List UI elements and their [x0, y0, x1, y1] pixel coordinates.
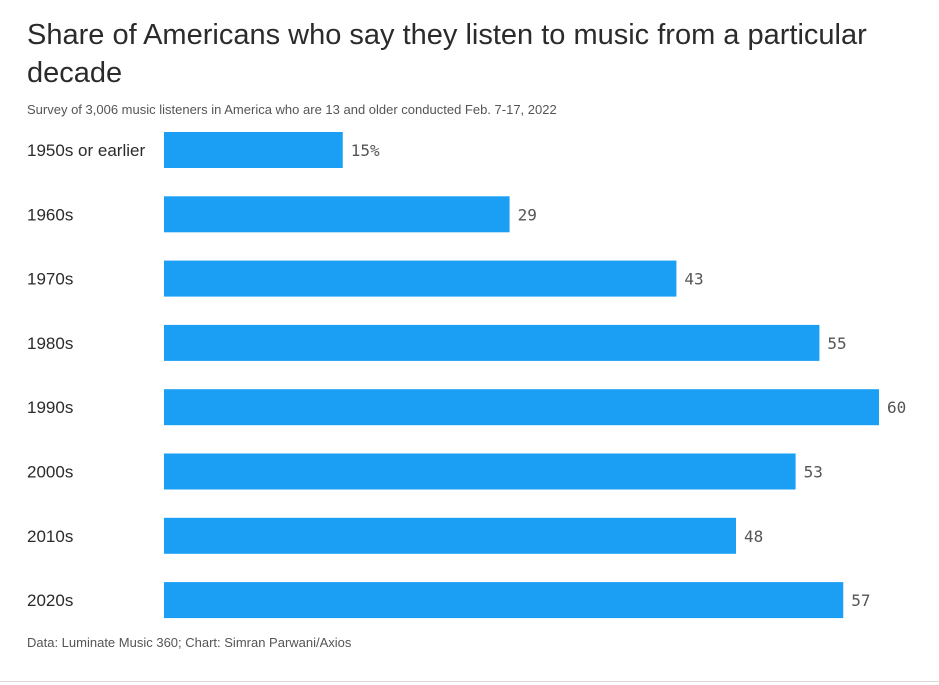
- value-label: 53: [804, 463, 823, 482]
- bar: [164, 260, 677, 297]
- bottom-divider: [0, 681, 939, 682]
- category-label: 1970s: [27, 270, 73, 289]
- bar: [164, 196, 510, 233]
- value-label: 57: [851, 591, 870, 610]
- bar: [164, 582, 844, 619]
- category-label: 1950s or earlier: [27, 141, 145, 160]
- category-label: 2000s: [27, 463, 73, 482]
- value-label: 60: [887, 398, 906, 417]
- value-label: 48: [744, 527, 763, 546]
- bar: [164, 132, 343, 168]
- value-label: 55: [827, 334, 846, 353]
- bar: [164, 324, 820, 361]
- value-label: 15%: [351, 141, 380, 160]
- category-label: 2010s: [27, 527, 73, 546]
- category-label: 1990s: [27, 398, 73, 417]
- bar: [164, 389, 879, 426]
- value-label: 43: [684, 270, 703, 289]
- source-note: Data: Luminate Music 360; Chart: Simran …: [27, 635, 352, 650]
- chart-title: Share of Americans who say they listen t…: [27, 19, 867, 89]
- value-label: 29: [518, 205, 537, 224]
- category-label: 2020s: [27, 591, 73, 610]
- bar: [164, 453, 796, 490]
- bar: [164, 517, 736, 554]
- category-label: 1980s: [27, 334, 73, 353]
- category-label: 1960s: [27, 205, 73, 224]
- chart-subtitle: Survey of 3,006 music listeners in Ameri…: [27, 102, 557, 117]
